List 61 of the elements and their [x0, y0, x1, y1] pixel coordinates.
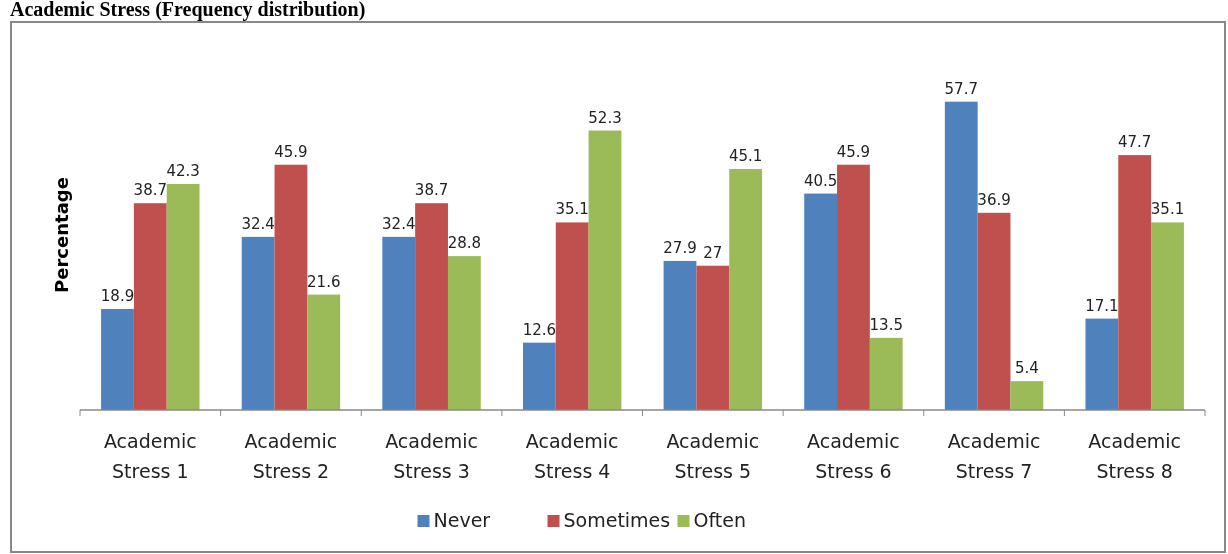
bar: [837, 164, 870, 410]
data-label: 21.6: [307, 272, 341, 291]
bar: [1010, 381, 1044, 410]
bar: [1151, 222, 1184, 410]
x-tick-label: Academic Stress 8: [1088, 430, 1182, 482]
chart-title: Academic Stress (Frequency distribution): [10, 0, 366, 21]
data-label: 52.3: [588, 108, 622, 127]
bar: [588, 130, 622, 410]
data-label: 45.1: [728, 147, 763, 165]
legend-label: Often: [693, 509, 746, 531]
data-label: 27: [703, 243, 723, 262]
data-label: 57.7: [944, 79, 978, 98]
bar: [307, 294, 341, 410]
legend-label: Never: [433, 509, 491, 531]
bar: [522, 342, 556, 410]
bar: [869, 337, 903, 410]
x-tick-label: Academic Stress 6: [807, 430, 900, 482]
x-tick-label: Academic Stress 3: [385, 430, 478, 482]
data-label: 40.5: [803, 171, 838, 190]
bar: [101, 309, 134, 410]
bar: [241, 236, 275, 410]
bar: [944, 101, 978, 410]
x-tick-label: Academic Stress 4: [525, 430, 619, 482]
bar: [977, 212, 1011, 410]
bar: [804, 193, 838, 410]
data-label: 5.4: [1014, 359, 1039, 378]
bar: [1118, 155, 1152, 410]
x-tick-label: Academic Stress 2: [244, 430, 338, 482]
bar: [447, 256, 481, 410]
data-label: 45.9: [836, 142, 871, 161]
data-label: 45.9: [274, 142, 308, 161]
data-label: 42.3: [166, 161, 200, 180]
data-label: 32.4: [382, 214, 416, 233]
bar: [382, 236, 416, 410]
bar: [274, 164, 308, 410]
bar: [729, 169, 763, 410]
data-label: 38.7: [414, 181, 449, 200]
data-label: 32.4: [241, 214, 275, 233]
y-axis-title: Percentage: [51, 177, 72, 293]
data-label: 35.1: [1150, 200, 1185, 219]
data-label: 12.6: [522, 320, 557, 339]
data-label: 18.9: [100, 287, 135, 305]
bar: [415, 203, 448, 410]
legend-label: Sometimes: [563, 509, 671, 531]
data-label: 47.7: [1117, 133, 1152, 152]
x-tick-label: Academic Stress 7: [947, 430, 1041, 482]
data-label: 27.9: [663, 238, 697, 257]
bar: [166, 183, 200, 410]
bar: [133, 203, 167, 410]
bar: [555, 222, 589, 410]
data-label: 38.7: [133, 181, 168, 200]
bar: [696, 265, 730, 410]
data-label: 17.1: [1085, 296, 1119, 315]
x-tick-label: Academic Stress 5: [666, 430, 760, 482]
bar: [663, 260, 697, 410]
x-tick-label: Academic Stress 1: [103, 430, 197, 482]
data-label: 35.1: [555, 200, 589, 219]
data-label: 36.9: [977, 190, 1011, 209]
bar: [1085, 318, 1119, 410]
data-label: 28.8: [447, 234, 482, 253]
data-label: 13.5: [869, 315, 903, 334]
